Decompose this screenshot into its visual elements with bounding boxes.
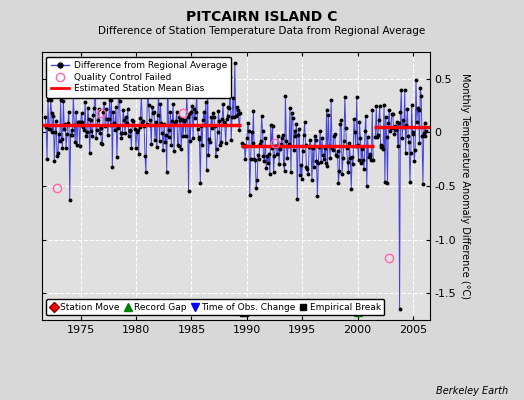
- Text: Berkeley Earth: Berkeley Earth: [436, 386, 508, 396]
- Y-axis label: Monthly Temperature Anomaly Difference (°C): Monthly Temperature Anomaly Difference (…: [460, 73, 470, 299]
- Legend: Station Move, Record Gap, Time of Obs. Change, Empirical Break: Station Move, Record Gap, Time of Obs. C…: [47, 299, 385, 316]
- Text: PITCAIRN ISLAND C: PITCAIRN ISLAND C: [187, 10, 337, 24]
- Text: Difference of Station Temperature Data from Regional Average: Difference of Station Temperature Data f…: [99, 26, 425, 36]
